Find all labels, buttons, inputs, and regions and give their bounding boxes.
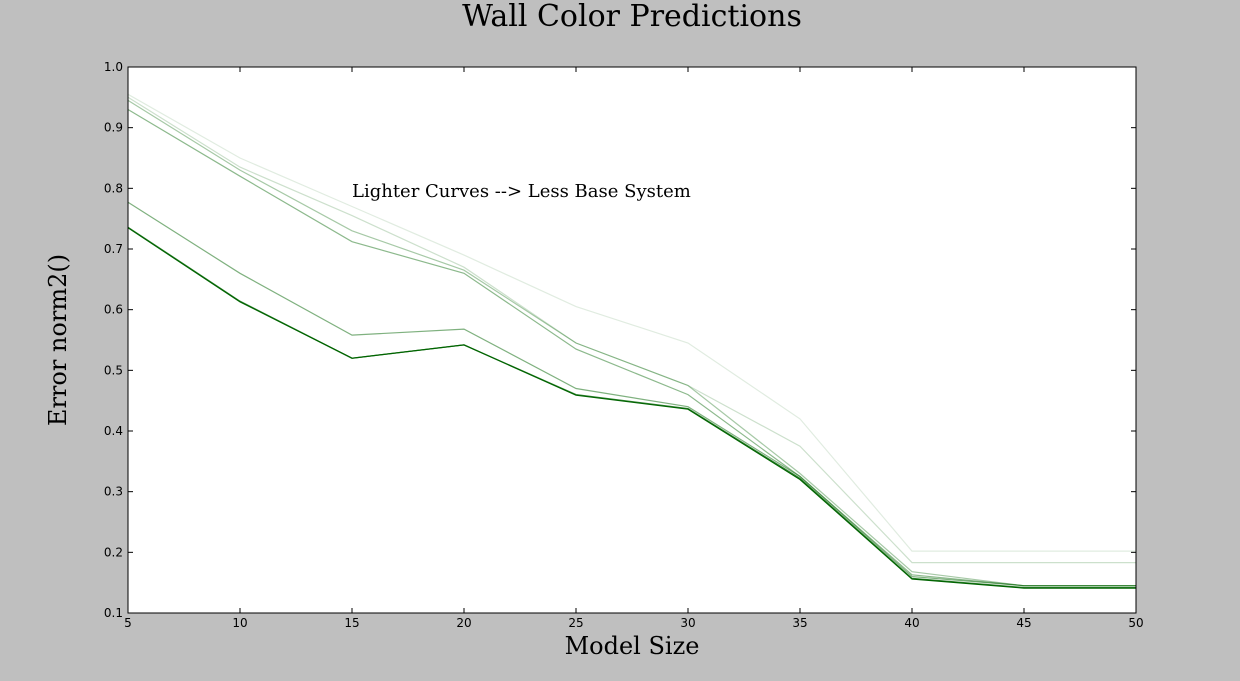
- series-line-7: [127, 227, 1136, 589]
- x-tick-label: 30: [680, 616, 695, 630]
- y-tick-label: 0.2: [104, 545, 123, 559]
- y-tick-label: 0.6: [104, 303, 123, 317]
- series-line-4: [127, 108, 1136, 587]
- series-line-1: [127, 93, 1136, 552]
- x-tick-label: 15: [344, 616, 359, 630]
- y-axis-label: Error norm2(): [44, 254, 72, 426]
- x-tick-label: 40: [904, 616, 919, 630]
- plot-frame: [127, 66, 1137, 614]
- series-line-2: [127, 96, 1136, 564]
- x-axis-label: Model Size: [565, 632, 700, 660]
- series-line-5: [127, 201, 1136, 587]
- y-tick-label: 1.0: [104, 60, 123, 74]
- series-layer: [127, 93, 1136, 589]
- plot-area: [128, 67, 1136, 613]
- y-tick-label: 0.8: [104, 181, 123, 195]
- chart-title: Wall Color Predictions: [462, 0, 802, 34]
- y-tick-label: 0.3: [104, 485, 123, 499]
- y-tick-label: 0.9: [104, 121, 123, 135]
- x-tick-label: 25: [568, 616, 583, 630]
- y-tick-label: 0.4: [104, 424, 123, 438]
- series-line-3: [127, 99, 1136, 587]
- x-tick-label: 35: [792, 616, 807, 630]
- x-tick-label: 10: [232, 616, 247, 630]
- x-tick-label: 45: [1016, 616, 1031, 630]
- y-tick-label: 0.7: [104, 242, 123, 256]
- ticks-layer: 5 10 15 20 25 30 35 40 45 50 0.1 0.2 0.3 0.4 0.5 0.6 0.7…: [104, 60, 1144, 630]
- x-tick-label: 20: [456, 616, 471, 630]
- x-tick-label: 50: [1128, 616, 1143, 630]
- y-tick-label: 0.1: [104, 606, 123, 620]
- chart-annotation: Lighter Curves --> Less Base System: [352, 181, 691, 202]
- y-tick-label: 0.5: [104, 363, 123, 377]
- x-tick-label: 5: [124, 616, 132, 630]
